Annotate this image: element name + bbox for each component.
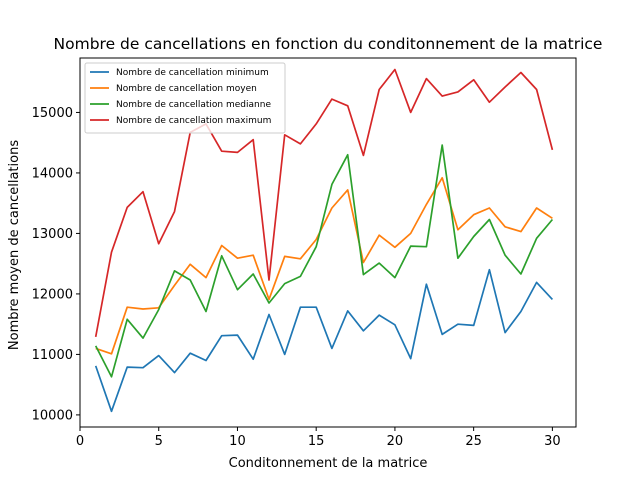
series-line-1 (95, 176, 553, 355)
series-line-0 (94, 268, 554, 413)
plot-frame (79, 57, 577, 428)
y-tick-label: 11000 (32, 348, 73, 363)
y-axis: 10000 11000 12000 13000 14000 15000 (32, 106, 80, 423)
chart-title: Nombre de cancellations en fonction du c… (54, 35, 603, 53)
legend-label-2: Nombre de cancellation medianne (116, 100, 271, 110)
x-tick-label: 20 (387, 434, 404, 449)
y-tick-label: 13000 (32, 227, 73, 242)
x-tick-label: 30 (544, 434, 561, 449)
x-tick-label: 10 (229, 434, 246, 449)
y-tick-label: 14000 (32, 166, 73, 181)
legend-box (84, 62, 286, 134)
x-tick-label: 15 (308, 434, 325, 449)
legend: Nombre de cancellation minimum Nombre de … (84, 62, 286, 134)
legend-label-1: Nombre de cancellation moyen (116, 84, 257, 94)
x-tick-label: 5 (155, 434, 163, 449)
y-tick-label: 12000 (32, 287, 73, 302)
legend-label-0: Nombre de cancellation minimum (116, 68, 269, 78)
y-tick-label: 10000 (32, 408, 73, 423)
y-axis-label: Nombre moyen de cancellations (7, 140, 22, 350)
x-tick-label: 0 (76, 434, 84, 449)
plot-lines (94, 68, 554, 413)
series-line-3 (94, 68, 554, 338)
x-axis-label: Conditonnement de la matrice (229, 456, 428, 471)
y-tick-label: 15000 (32, 106, 73, 121)
x-tick-label: 25 (465, 434, 482, 449)
series-line-2 (94, 144, 554, 378)
legend-label-3: Nombre de cancellation maximum (116, 116, 271, 126)
x-axis: 0 5 10 15 20 25 30 (76, 427, 561, 449)
